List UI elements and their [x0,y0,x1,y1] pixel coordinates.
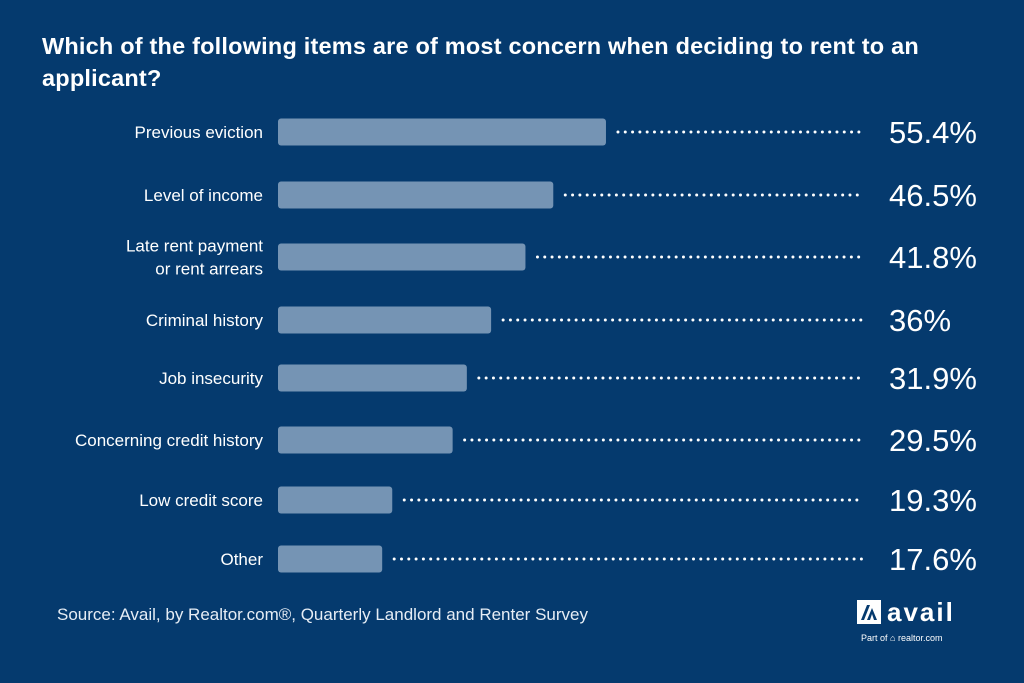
realtor-tagline: Part of ⌂ realtor.com [861,633,943,643]
value-label: 36% [889,303,951,338]
bar [278,545,383,573]
bar [278,306,492,334]
value-label: 55.4% [889,115,977,150]
value-label: 41.8% [889,240,977,275]
avail-logo: avail Part of ⌂ realtor.com [857,597,969,648]
bar [278,486,393,514]
avail-wordmark: avail [887,597,955,627]
category-label: Other [220,550,263,569]
bar [278,364,467,392]
value-label: 29.5% [889,423,977,458]
category-label: or rent arrears [155,260,263,279]
value-label: 46.5% [889,178,977,213]
bar [278,243,526,271]
source-note: Source: Avail, by Realtor.com®, Quarterl… [57,605,588,624]
bar [278,181,554,209]
value-label: 31.9% [889,361,977,396]
category-label: Concerning credit history [75,431,264,450]
value-label: 19.3% [889,483,977,518]
chart-title: Which of the following items are of most… [42,33,919,91]
category-label: Job insecurity [159,369,263,388]
value-label: 17.6% [889,542,977,577]
category-label: Previous eviction [134,123,263,142]
category-label: Level of income [144,186,263,205]
bar [278,118,606,146]
category-label: Criminal history [146,311,264,330]
bar [278,426,453,454]
category-label: Low credit score [139,491,263,510]
avail-logo-icon [857,600,881,624]
category-label: Late rent payment [126,237,263,256]
